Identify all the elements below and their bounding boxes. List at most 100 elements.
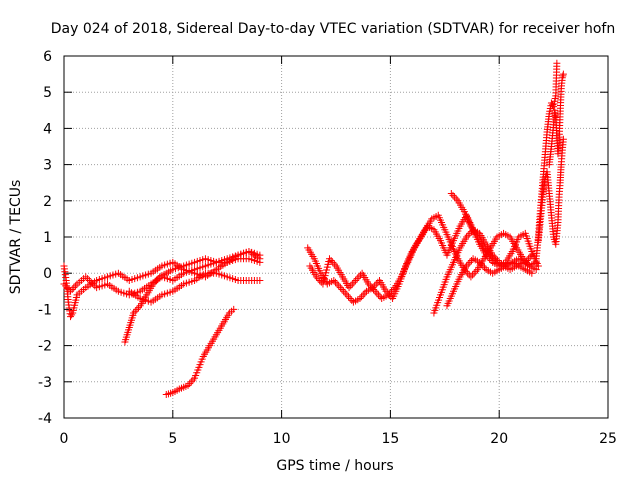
data-point bbox=[553, 59, 561, 67]
data-point bbox=[486, 251, 494, 259]
data-point bbox=[189, 376, 197, 384]
data-point bbox=[314, 275, 322, 283]
series-track-e bbox=[162, 305, 238, 398]
data-point bbox=[491, 257, 499, 265]
data-point bbox=[340, 287, 348, 295]
x-tick-label: 0 bbox=[60, 431, 69, 447]
data-point bbox=[347, 282, 355, 290]
y-tick-label: -1 bbox=[38, 302, 52, 318]
x-axis-title: GPS time / hours bbox=[276, 458, 393, 474]
y-tick-label: 3 bbox=[43, 158, 52, 174]
data-point bbox=[333, 280, 341, 288]
data-point bbox=[463, 233, 471, 241]
grid bbox=[64, 56, 608, 418]
data-point bbox=[130, 309, 138, 317]
series-track-j bbox=[447, 190, 540, 274]
data-point bbox=[330, 276, 338, 284]
data-point bbox=[467, 273, 475, 281]
data-point bbox=[71, 282, 79, 290]
data-point bbox=[230, 305, 238, 313]
data-point bbox=[376, 293, 384, 301]
data-point bbox=[68, 311, 76, 319]
data-point bbox=[532, 266, 540, 274]
data-point bbox=[184, 381, 192, 389]
data-point bbox=[151, 278, 159, 286]
data-point bbox=[488, 253, 496, 261]
data-point bbox=[330, 260, 338, 268]
data-point bbox=[464, 269, 472, 277]
x-tick-label: 20 bbox=[490, 431, 508, 447]
data-point bbox=[372, 280, 380, 288]
axis-ticks bbox=[63, 55, 609, 419]
data-point bbox=[82, 273, 90, 281]
data-point bbox=[482, 246, 490, 254]
data-point bbox=[559, 72, 567, 80]
data-point bbox=[525, 255, 533, 263]
data-point bbox=[353, 275, 361, 283]
data-point bbox=[135, 304, 143, 312]
y-tick-label: 4 bbox=[43, 121, 52, 137]
data-point bbox=[256, 255, 264, 263]
data-point bbox=[348, 296, 356, 304]
y-tick-label: 0 bbox=[43, 266, 52, 282]
data-point bbox=[186, 380, 194, 388]
data-point bbox=[84, 275, 92, 283]
data-point bbox=[559, 70, 567, 78]
data-point bbox=[85, 276, 93, 284]
data-point bbox=[348, 280, 356, 288]
data-point bbox=[361, 289, 369, 297]
data-point bbox=[335, 282, 343, 290]
data-point bbox=[370, 285, 378, 293]
data-point bbox=[481, 264, 489, 272]
data-point bbox=[343, 291, 351, 299]
data-point bbox=[149, 280, 157, 288]
data-point bbox=[355, 273, 363, 281]
data-point bbox=[449, 191, 457, 199]
data-point bbox=[329, 258, 337, 266]
data-point bbox=[558, 74, 566, 82]
data-point bbox=[464, 231, 472, 239]
data-point bbox=[350, 278, 358, 286]
x-tick-label: 5 bbox=[168, 431, 177, 447]
data-point bbox=[154, 275, 162, 283]
data-point bbox=[345, 284, 353, 292]
y-tick-label: 6 bbox=[43, 49, 52, 65]
data-point bbox=[464, 260, 472, 268]
data-point bbox=[358, 293, 366, 301]
data-point bbox=[345, 293, 353, 301]
data-point bbox=[523, 257, 531, 265]
x-tick-label: 15 bbox=[381, 431, 399, 447]
data-point bbox=[472, 267, 480, 275]
data-point bbox=[356, 295, 364, 303]
data-point bbox=[131, 307, 139, 315]
y-tick-label: 2 bbox=[43, 194, 52, 210]
data-point bbox=[534, 262, 542, 270]
data-point bbox=[346, 295, 354, 303]
y-tick-label: -3 bbox=[38, 375, 52, 391]
y-tick-label: -2 bbox=[38, 339, 52, 355]
chart-title: Day 024 of 2018, Sidereal Day-to-day VTE… bbox=[51, 21, 615, 37]
data-point bbox=[470, 269, 478, 277]
plot-frame bbox=[63, 55, 609, 419]
data-point bbox=[528, 251, 536, 259]
data-point bbox=[336, 284, 344, 292]
x-tick-labels: 0 5 10 15 20 25 bbox=[60, 431, 617, 447]
data-point bbox=[68, 285, 76, 293]
data-point bbox=[490, 255, 498, 263]
x-tick-label: 25 bbox=[599, 431, 617, 447]
data-point bbox=[466, 258, 474, 266]
data-point bbox=[316, 276, 324, 284]
data-point bbox=[479, 262, 487, 270]
data-point bbox=[469, 271, 477, 279]
data-point bbox=[70, 284, 78, 292]
data-point bbox=[366, 282, 374, 290]
data-point bbox=[384, 291, 392, 299]
data-point bbox=[359, 291, 367, 299]
data-point bbox=[67, 313, 75, 321]
data-point bbox=[528, 269, 536, 277]
data-point bbox=[559, 135, 567, 143]
data-point bbox=[327, 257, 335, 265]
data-point bbox=[467, 257, 475, 265]
data-point bbox=[371, 287, 379, 295]
